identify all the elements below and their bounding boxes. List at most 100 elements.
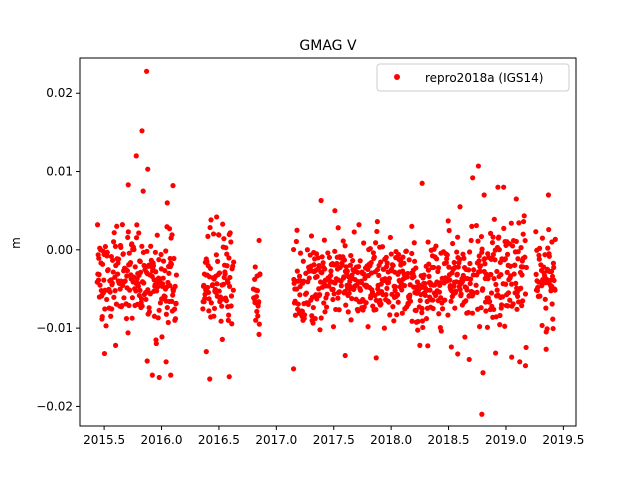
data-point — [539, 322, 545, 329]
data-point — [144, 248, 150, 254]
data-point — [507, 263, 513, 269]
data-point — [401, 283, 408, 289]
data-point — [214, 214, 220, 220]
data-point — [422, 292, 428, 298]
data-point — [475, 163, 482, 169]
data-point — [345, 309, 351, 315]
data-point — [334, 260, 340, 267]
data-point — [348, 252, 354, 259]
data-point — [166, 270, 172, 276]
data-point — [339, 262, 345, 268]
data-point — [482, 261, 488, 267]
data-point — [201, 282, 207, 288]
data-point — [205, 289, 212, 296]
data-point — [513, 280, 519, 286]
data-point — [448, 298, 454, 304]
data-point — [156, 374, 162, 381]
data-point — [383, 292, 389, 298]
data-point — [425, 267, 432, 273]
data-point — [331, 291, 337, 297]
x-tick-label: 2019.0 — [485, 433, 527, 447]
data-point — [230, 287, 236, 293]
data-point — [403, 248, 410, 254]
data-point — [116, 256, 122, 262]
data-point — [448, 344, 454, 350]
data-point — [137, 258, 143, 265]
data-point — [481, 192, 487, 198]
data-point — [552, 287, 558, 293]
data-point — [491, 306, 497, 313]
data-point — [533, 229, 539, 235]
data-point — [455, 234, 461, 240]
data-point — [294, 227, 300, 233]
data-point — [96, 255, 102, 261]
data-point — [466, 356, 472, 363]
data-point — [119, 222, 125, 228]
plot-frame — [79, 57, 577, 427]
y-tick-label: −0.01 — [36, 321, 73, 335]
data-point — [121, 295, 127, 301]
data-point — [406, 257, 412, 263]
data-point — [452, 305, 458, 311]
data-point — [392, 287, 398, 294]
data-point — [308, 233, 315, 239]
data-point — [513, 196, 519, 202]
x-tick-label: 2018.5 — [428, 433, 470, 447]
data-point — [485, 276, 491, 282]
data-point — [317, 291, 323, 298]
data-point — [224, 263, 230, 269]
data-point — [115, 271, 121, 277]
data-point — [134, 222, 140, 228]
data-point — [480, 286, 486, 292]
data-point — [417, 342, 423, 348]
data-point — [431, 264, 437, 271]
data-point — [154, 232, 160, 238]
data-point — [290, 246, 297, 253]
data-point — [99, 261, 106, 267]
data-point — [202, 295, 208, 302]
data-point — [513, 238, 519, 245]
data-point — [401, 260, 407, 266]
data-point — [464, 287, 470, 293]
data-point — [390, 262, 396, 269]
data-point — [296, 273, 303, 279]
data-point — [374, 219, 380, 225]
data-point — [170, 183, 176, 189]
legend-box — [376, 63, 570, 92]
data-point — [501, 184, 507, 190]
data-point — [515, 249, 521, 255]
data-point — [301, 278, 307, 284]
data-point — [453, 288, 459, 294]
data-point — [455, 351, 461, 357]
data-point — [143, 68, 150, 74]
data-point — [107, 289, 113, 295]
data-point — [386, 275, 393, 282]
x-tick-label: 2019.5 — [542, 433, 584, 447]
data-point — [318, 315, 324, 321]
data-point — [156, 307, 162, 313]
data-point — [309, 313, 315, 319]
data-point — [376, 272, 382, 279]
data-point — [470, 175, 476, 181]
data-point — [105, 267, 111, 273]
data-point — [125, 330, 131, 336]
data-point — [355, 269, 361, 275]
data-point — [426, 273, 432, 279]
data-point — [411, 273, 417, 280]
data-point — [133, 153, 139, 159]
data-point — [295, 301, 301, 307]
data-point — [438, 295, 444, 301]
data-point — [421, 272, 427, 278]
data-point — [343, 264, 349, 270]
data-point — [542, 252, 548, 258]
data-point — [515, 293, 521, 299]
data-point — [221, 236, 227, 242]
data-point — [97, 282, 103, 288]
data-point — [226, 283, 233, 289]
data-point — [94, 222, 101, 228]
data-point — [489, 239, 496, 246]
data-point — [306, 275, 312, 281]
data-point — [152, 249, 158, 255]
data-point — [204, 284, 211, 291]
